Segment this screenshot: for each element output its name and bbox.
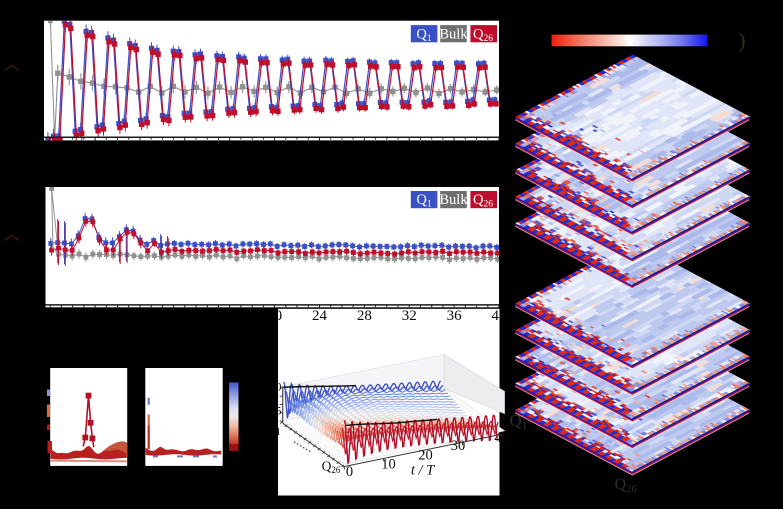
svg-text:30: 30 bbox=[451, 438, 466, 454]
svg-text:20: 20 bbox=[418, 448, 433, 464]
svg-text:): ) bbox=[739, 29, 746, 53]
svg-text:0.1: 0.1 bbox=[268, 427, 281, 438]
svg-text:Bulk: Bulk bbox=[439, 26, 468, 42]
svg-text:0.5: 0.5 bbox=[267, 404, 282, 418]
svg-text:28: 28 bbox=[357, 308, 372, 324]
svg-text:36: 36 bbox=[447, 308, 463, 324]
svg-text:10: 10 bbox=[381, 457, 396, 473]
svg-text:40: 40 bbox=[494, 430, 509, 446]
svg-text:t / T: t / T bbox=[411, 463, 435, 479]
svg-text:Bulk: Bulk bbox=[439, 192, 468, 208]
svg-text:20: 20 bbox=[267, 308, 282, 324]
svg-text:40: 40 bbox=[492, 308, 507, 324]
svg-text:32: 32 bbox=[402, 308, 417, 324]
svg-text:0: 0 bbox=[346, 464, 353, 480]
svg-text:24: 24 bbox=[312, 308, 328, 324]
svg-text:1.0: 1.0 bbox=[267, 379, 282, 393]
